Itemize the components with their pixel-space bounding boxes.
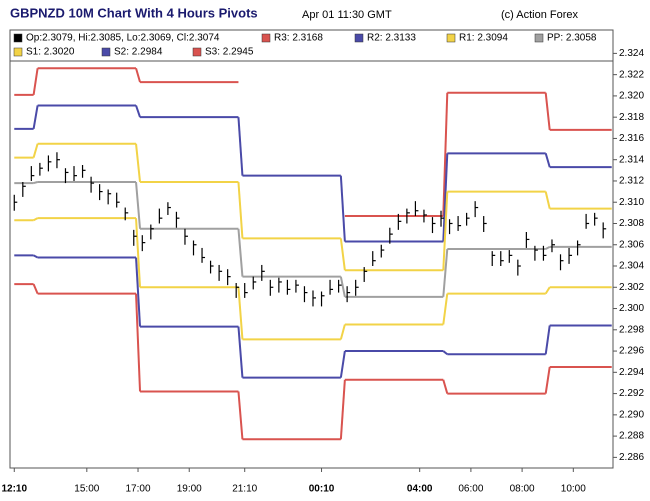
pivot-connector [237,287,244,340]
legend-swatch [192,47,202,57]
pivot-connector [237,391,244,440]
x-tick-label: 12:10 [1,484,27,495]
pivot-connector [32,68,39,95]
legend-label: S1: 2.3020 [26,47,75,58]
y-tick-label: 2.290 [619,409,644,420]
pivot-connector [32,143,39,158]
legend-swatch [261,33,271,43]
legend-label: R2: 2.3133 [367,33,416,44]
pivot-connector [544,366,551,394]
y-tick-label: 2.324 [619,48,644,59]
y-tick-label: 2.286 [619,452,644,463]
pivot-connector [339,276,346,298]
y-tick-label: 2.296 [619,346,644,357]
legend-swatch [13,33,23,43]
pivot-connector [442,293,449,325]
pivot-connector [339,350,346,378]
pivot-connector [339,175,346,242]
x-tick-label: 04:00 [407,484,433,495]
pivot-connector [237,228,244,277]
y-tick-label: 2.314 [619,154,644,165]
y-tick-label: 2.306 [619,239,644,250]
y-tick-label: 2.310 [619,197,644,208]
y-tick-label: 2.300 [619,303,644,314]
y-tick-label: 2.304 [619,261,644,272]
y-tick-label: 2.298 [619,324,644,335]
pivot-connector [135,293,142,392]
pivot-connector [237,181,244,239]
pivot-connector [237,326,244,378]
y-tick-label: 2.292 [619,388,644,399]
pivot-connector [135,257,142,327]
date-label: Apr 01 11:30 GMT [302,9,392,21]
legend-swatch [354,33,364,43]
y-tick-label: 2.288 [619,431,644,442]
y-tick-label: 2.316 [619,133,644,144]
pivot-connector [339,238,346,271]
pivot-connector [33,217,39,222]
x-tick-label: 08:00 [510,484,535,495]
legend-label: S2: 2.2984 [114,47,163,58]
legend-swatch [13,47,23,57]
pivot-connector [442,153,449,242]
legend-swatch [446,33,456,43]
x-tick-label: 00:10 [309,484,335,495]
pivot-connector [339,324,346,340]
legend-box [9,29,614,62]
legend-swatch [534,33,544,43]
x-tick-label: 06:00 [458,484,483,495]
chart-title: GBPNZD 10M Chart With 4 Hours Pivots [10,5,258,20]
legend-swatch [101,47,111,57]
pivot-connector [33,254,39,259]
x-tick-label: 15:00 [74,484,99,495]
y-tick-label: 2.312 [619,176,644,187]
pivot-connector [33,181,38,185]
x-tick-label: 17:00 [126,484,151,495]
pivot-connector [135,143,142,183]
pivot-connector [237,117,244,176]
pivot-connector [442,92,449,217]
pivot-connector [339,379,346,440]
legend-label: R3: 2.3168 [274,33,323,44]
pivot-connector [442,379,449,394]
pivot-connector [135,218,142,288]
y-tick-label: 2.302 [619,282,644,293]
pivot-connector [544,153,551,168]
pivot-connector [32,105,39,130]
pivot-connector [544,325,551,355]
pivot-connector [544,92,551,131]
y-tick-label: 2.322 [619,69,644,80]
y-tick-label: 2.320 [619,91,644,102]
y-tick-label: 2.294 [619,367,644,378]
pivot-connector [442,350,448,356]
pivot-connector [442,248,449,297]
x-tick-label: 19:00 [177,484,202,495]
x-tick-label: 10:00 [561,484,586,495]
legend-label: PP: 2.3058 [547,33,597,44]
copyright: (c) Action Forex [501,9,579,21]
pivot-connector [442,191,449,271]
y-tick-label: 2.318 [619,112,644,123]
pivot-connector [135,67,141,83]
pivot-connector [544,191,551,209]
pivot-connector [32,283,39,295]
pivot-connector [135,105,141,118]
pivot-connector [544,286,551,295]
pivot-connector [135,181,142,229]
x-tick-label: 21:10 [232,484,257,495]
y-tick-label: 2.308 [619,218,644,229]
pivot-connector [545,245,551,250]
legend-label: S3: 2.2945 [205,47,254,58]
legend-label: Op:2.3079, Hi:2.3085, Lo:2.3069, Cl:2.30… [26,33,220,44]
legend-label: R1: 2.3094 [459,33,508,44]
